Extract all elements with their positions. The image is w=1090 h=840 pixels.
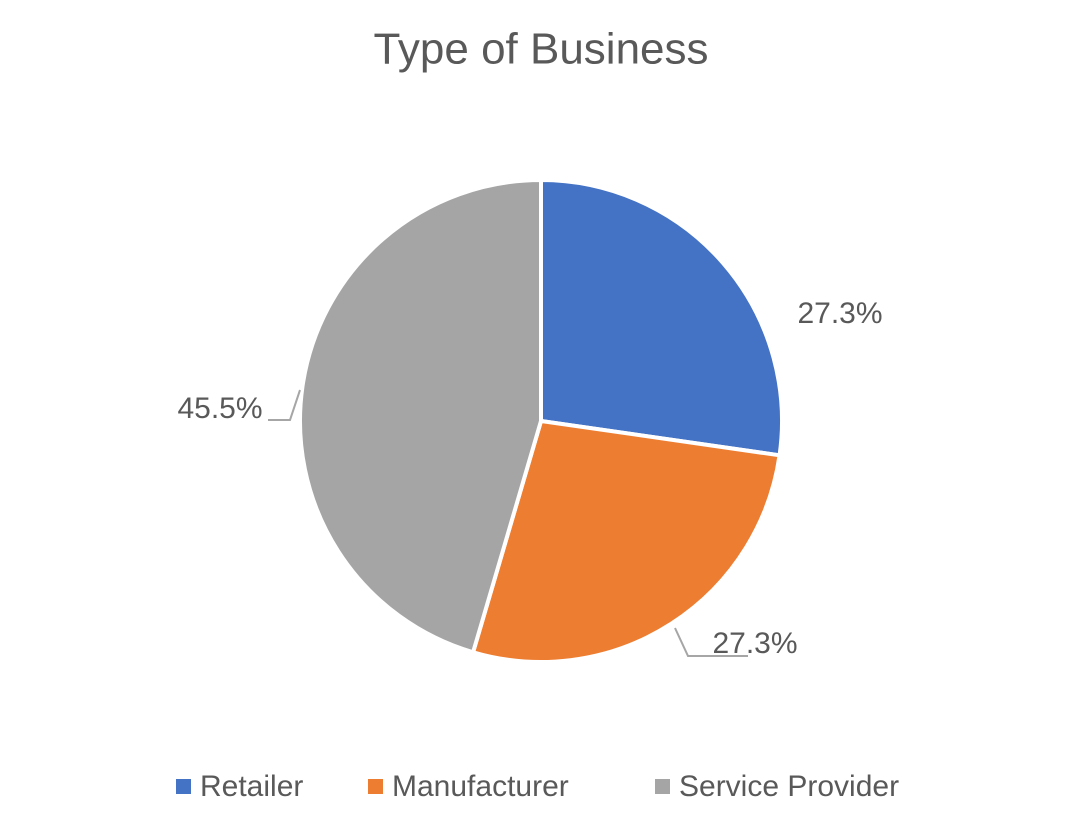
pie-slice <box>298 178 543 655</box>
legend-label: Retailer <box>200 770 303 803</box>
legend-swatch <box>368 779 383 794</box>
chart-title: Type of Business <box>373 25 708 74</box>
legend-swatch <box>176 779 191 794</box>
legend-label: Service Provider <box>679 770 899 803</box>
data-label: 45.5% <box>177 392 262 425</box>
data-label: 27.3% <box>797 297 882 330</box>
legend-swatch <box>655 779 670 794</box>
leader-line <box>674 627 748 657</box>
leader-line <box>268 389 301 421</box>
pie-slice <box>471 419 782 664</box>
pie-slice <box>539 178 784 458</box>
data-label: 27.3% <box>712 627 797 660</box>
pie: 27.3% 27.3% 45.5% <box>177 178 883 664</box>
legend: Retailer Manufacturer Service Provider <box>176 770 899 803</box>
legend-label: Manufacturer <box>392 770 569 803</box>
